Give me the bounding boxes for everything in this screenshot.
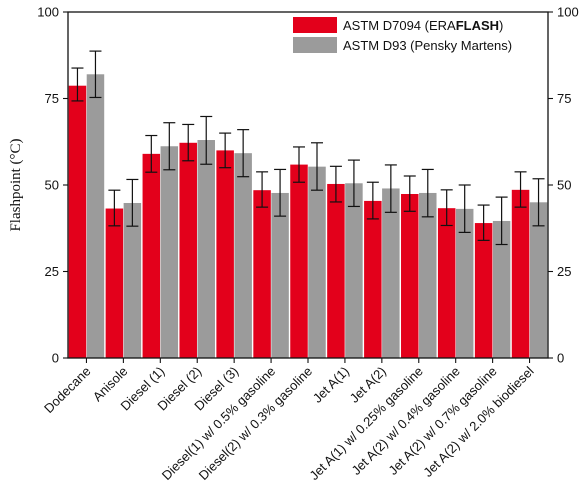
x-category-label-1: Dodecane [41,364,94,417]
bar-series-1-5 [216,150,234,358]
right-y-tick-label-1: 0 [557,351,564,366]
bar-series-2-9 [382,188,400,358]
bar-series-1-8 [327,183,345,358]
bar-series-2-4 [197,140,215,358]
legend-label-part-1-3: ) [499,18,503,33]
left-y-tick-label-1: 0 [52,351,59,366]
legend: ASTM D7094 (ERAFLASH) ASTM D93 (Pensky Ma… [293,17,512,53]
left-y-tick-label-5: 100 [37,5,59,20]
right-y-tick-label-3: 50 [557,178,571,193]
right-y-tick-label-5: 100 [557,5,579,20]
bar-series-2-13 [529,202,548,358]
x-category-label-8: Jet A(1) [310,364,352,406]
legend-label-1: ASTM D7094 (ERAFLASH) [343,18,503,33]
legend-swatch-2 [293,37,337,53]
bar-series-2-2 [123,202,142,358]
right-y-tick-label-4: 75 [557,91,571,106]
y-axis-label: Flashpoint (°C) [8,138,24,231]
bar-series-1-12 [474,223,493,358]
legend-label-part-1-1: ASTM D7094 (ERA [343,18,456,33]
bar-series-2-8 [345,183,363,358]
bar-series-2-5 [234,153,252,358]
bar-series-2-1 [86,74,105,358]
right-y-tick-label-2: 25 [557,264,571,279]
error-bars-layer [71,50,545,246]
bar-series-1-6 [253,190,271,358]
left-y-tick-label-3: 50 [45,178,59,193]
left-y-tick-label-2: 25 [45,264,59,279]
bars-layer [68,74,548,358]
bar-series-2-3 [160,146,179,358]
legend-label-part-1-2: FLASH [456,18,499,33]
bar-series-2-7 [308,166,326,358]
bar-series-2-12 [492,220,511,358]
bar-series-1-10 [401,194,419,358]
bar-series-1-9 [364,200,382,358]
bar-series-1-1 [68,85,87,358]
left-y-tick-label-4: 75 [45,91,59,106]
bar-series-2-6 [271,192,289,358]
bar-series-1-7 [290,164,308,358]
bar-series-1-4 [179,142,197,358]
bar-series-2-11 [455,208,474,358]
axes-layer [63,11,553,363]
bar-series-1-11 [437,208,456,358]
bar-series-1-2 [105,208,124,358]
bar-series-1-13 [511,189,530,358]
bar-series-2-10 [419,192,437,358]
legend-label-2: ASTM D93 (Pensky Martens) [343,38,512,53]
bar-series-1-3 [142,153,161,358]
legend-swatch-1 [293,17,337,33]
